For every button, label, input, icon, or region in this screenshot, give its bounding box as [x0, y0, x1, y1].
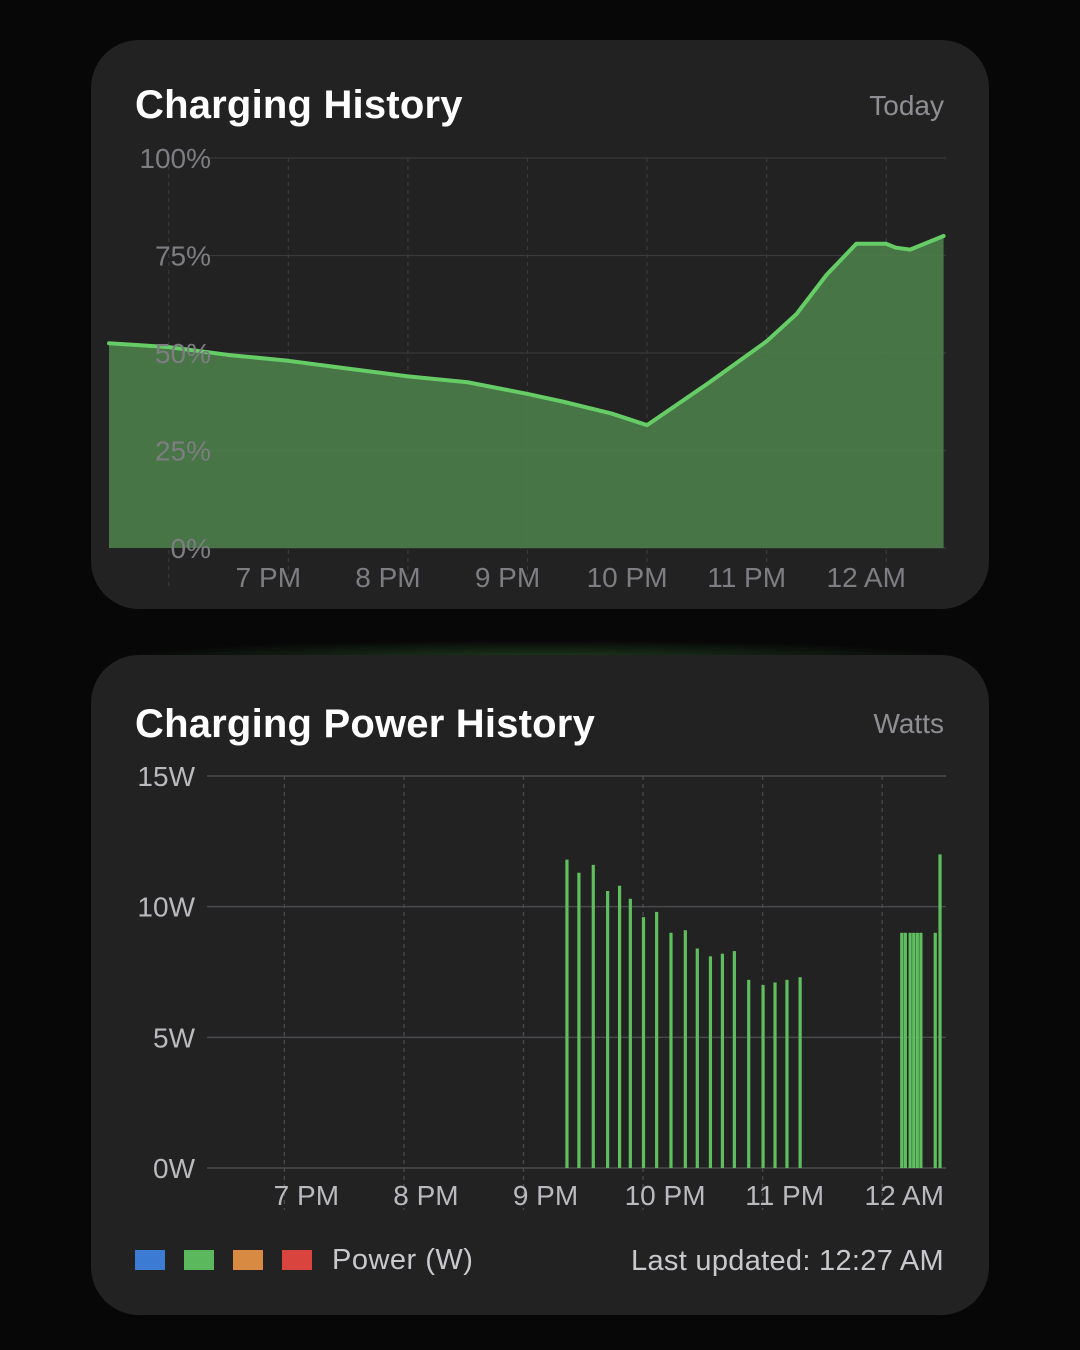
power-bar — [695, 948, 699, 1168]
unit-label: Watts — [873, 708, 944, 739]
x-tick-label: 8 PM — [393, 1180, 458, 1211]
power-bar — [908, 932, 912, 1168]
y-tick-label: 5W — [153, 1022, 196, 1053]
last-updated-text: Last updated: 12:27 AM — [631, 1245, 944, 1277]
power-bar — [732, 951, 736, 1168]
legend-swatch-green — [184, 1250, 214, 1270]
battery-area — [109, 236, 944, 548]
power-bar — [708, 956, 713, 1168]
x-tick-label: 12 AM — [827, 562, 906, 593]
charging-power-title: Charging Power History — [135, 702, 596, 746]
x-tick-label: 8 PM — [355, 562, 420, 593]
charging-history-title: Charging History — [135, 83, 463, 127]
charging-power-chart: 15W 10W 5W 0W 7 PM 8 PM 9 PM 10 PM 11 PM 12 AM — [137, 761, 946, 1211]
x-tick-label: 12 AM — [865, 1180, 944, 1211]
power-bar — [919, 932, 923, 1168]
y-tick-label: 100% — [139, 143, 211, 174]
power-bar — [591, 864, 595, 1168]
power-bar — [747, 979, 751, 1168]
power-bar — [720, 953, 725, 1168]
y-tick-label: 0% — [171, 533, 211, 564]
power-bar — [903, 932, 907, 1168]
legend-swatch-blue — [135, 1250, 165, 1270]
y-tick-label: 50% — [155, 338, 211, 369]
power-bar — [915, 932, 919, 1168]
y-tick-label: 0W — [153, 1153, 196, 1184]
power-bar — [798, 977, 802, 1168]
power-bar — [577, 872, 581, 1168]
chart-legend: Power (W) — [135, 1235, 473, 1285]
power-bar — [669, 932, 673, 1168]
power-bar — [565, 859, 569, 1168]
power-bar — [912, 932, 916, 1168]
legend-swatch-orange — [233, 1250, 263, 1270]
power-bar — [641, 917, 646, 1168]
power-bar — [900, 932, 904, 1168]
power-bar — [773, 982, 777, 1168]
charging-history-card: Charging History Today 100% 75% 50% 25% 0% 7 … — [91, 40, 989, 609]
x-tick-label: 11 PM — [745, 1180, 824, 1211]
power-bar — [761, 985, 765, 1168]
x-tick-label: 7 PM — [236, 562, 301, 593]
y-tick-label: 75% — [155, 241, 211, 272]
y-tick-label: 25% — [155, 436, 211, 467]
power-bar — [628, 898, 632, 1168]
y-tick-label: 15W — [137, 761, 195, 792]
x-tick-label: 10 PM — [587, 562, 668, 593]
power-bar — [683, 930, 687, 1168]
power-bar — [938, 854, 942, 1168]
battery-level-chart: 100% 75% 50% 25% 0% 7 PM 8 PM 9 PM 10 PM 11 PM 12 … — [107, 143, 946, 593]
power-bar — [933, 932, 937, 1168]
legend-label: Power (W) — [332, 1243, 474, 1276]
power-bar — [655, 911, 659, 1168]
battery-line — [107, 234, 946, 428]
y-tick-label: 10W — [137, 892, 195, 923]
legend-swatch-red — [282, 1250, 312, 1270]
x-tick-label: 7 PM — [274, 1180, 339, 1211]
power-bar — [785, 979, 789, 1168]
x-tick-label: 11 PM — [707, 562, 786, 593]
x-tick-label: 9 PM — [475, 562, 540, 593]
x-tick-label: 9 PM — [513, 1180, 578, 1211]
power-bar — [606, 890, 610, 1168]
power-bar — [617, 885, 622, 1168]
period-label[interactable]: Today — [869, 90, 944, 121]
charging-power-history-card: Charging Power History Watts 15W 10W 5W 0W 7… — [91, 655, 989, 1315]
x-tick-label: 10 PM — [625, 1180, 706, 1211]
